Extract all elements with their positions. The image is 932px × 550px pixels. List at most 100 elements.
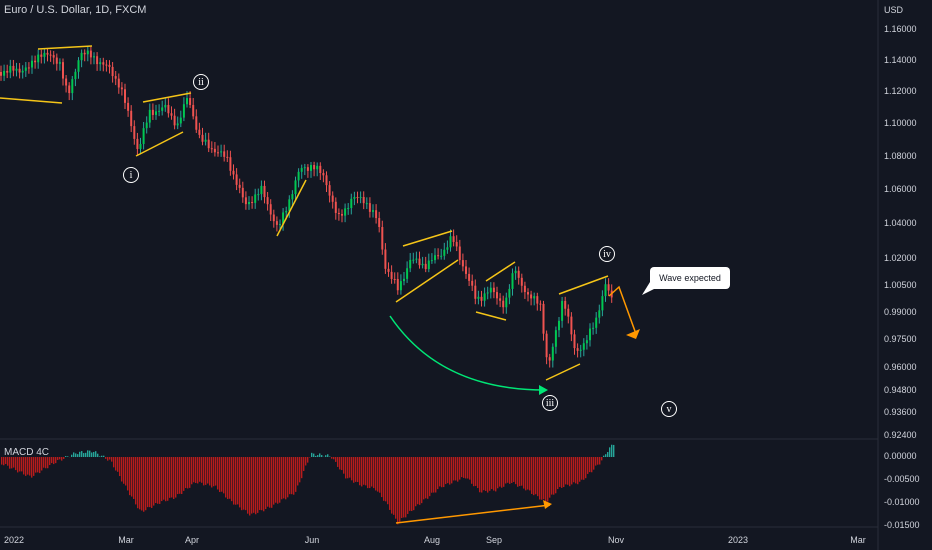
candle-body	[561, 300, 564, 321]
time-tick-label: Jun	[304, 535, 320, 545]
macd-bar	[583, 457, 585, 480]
macd-bar	[561, 457, 563, 488]
macd-bar	[133, 457, 135, 499]
macd-bar	[385, 457, 387, 502]
orange-arrowhead	[543, 500, 552, 509]
candle-body	[241, 187, 244, 198]
macd-bar	[537, 457, 539, 497]
macd-bar	[31, 457, 33, 478]
macd-bar	[589, 457, 591, 473]
macd-bar	[207, 457, 209, 484]
candle-body	[542, 303, 545, 334]
macd-bar	[457, 457, 459, 482]
candle-body	[480, 296, 483, 301]
candle-body	[34, 60, 37, 63]
macd-bar	[263, 457, 265, 512]
macd-bar	[109, 457, 111, 460]
macd-bar	[415, 457, 417, 507]
macd-bar	[129, 457, 131, 496]
macd-bar	[3, 457, 5, 466]
macd-bar	[387, 457, 389, 505]
macd-bar	[569, 457, 571, 487]
candle-body	[198, 129, 201, 135]
candle-body	[155, 111, 157, 115]
macd-bar	[127, 457, 129, 491]
candle-body	[192, 104, 195, 117]
macd-bar	[77, 454, 79, 457]
candle-body	[251, 202, 254, 204]
macd-bar	[573, 457, 575, 483]
macd-bar	[163, 457, 165, 500]
candle-body	[489, 287, 492, 293]
candle-body	[483, 293, 486, 301]
price-tick-label: 0.99000	[884, 307, 917, 317]
macd-bar	[219, 457, 221, 493]
macd-bar	[507, 457, 509, 483]
candle-body	[567, 308, 570, 317]
macd-bar	[423, 457, 425, 500]
macd-bar	[597, 457, 599, 465]
macd-bar	[373, 457, 375, 489]
macd-bar	[337, 457, 339, 467]
candle-body	[313, 165, 316, 170]
macd-bar	[277, 457, 279, 504]
macd-bar	[291, 457, 293, 495]
candle-body	[71, 79, 74, 94]
macd-bar	[599, 457, 601, 465]
wave-label-iv: iv	[599, 246, 615, 262]
price-tick-label: 1.14000	[884, 55, 917, 65]
macd-bar	[603, 455, 605, 457]
time-tick-label: Apr	[184, 535, 200, 545]
candle-body	[344, 208, 347, 216]
macd-bar	[95, 451, 97, 457]
candle-body	[365, 203, 368, 205]
macd-bar	[475, 457, 477, 486]
macd-bar	[437, 457, 439, 490]
macd-bar	[425, 457, 427, 499]
candle-body	[297, 171, 300, 181]
macd-bar	[173, 457, 175, 499]
macd-bar	[67, 456, 69, 457]
macd-bar	[175, 457, 177, 498]
macd-bar	[365, 457, 367, 486]
macd-bar	[531, 457, 533, 494]
macd-bar	[393, 457, 395, 515]
price-tick-label: 1.12000	[884, 86, 917, 96]
candle-body	[458, 246, 461, 261]
candle-body	[21, 70, 24, 73]
candle-body	[396, 278, 399, 291]
macd-bar	[157, 457, 159, 504]
macd-bar	[355, 457, 357, 482]
candle-body	[474, 285, 477, 299]
macd-bar	[15, 457, 17, 471]
macd-bar	[177, 457, 179, 495]
candle-body	[207, 139, 210, 149]
macd-bar	[209, 457, 211, 486]
macd-bar	[547, 457, 549, 502]
price-tick-label: 0.93600	[884, 407, 917, 417]
candle-body	[96, 56, 99, 65]
macd-bar	[297, 457, 299, 486]
macd-bar	[181, 457, 183, 494]
candle-body	[372, 210, 374, 212]
macd-bar	[375, 457, 377, 491]
macd-bar	[311, 452, 313, 457]
macd-bar	[79, 451, 81, 457]
candle-body	[204, 139, 207, 142]
projection-arrowhead	[626, 329, 640, 339]
candle-body	[533, 296, 536, 299]
macd-bar	[255, 457, 257, 515]
macd-bar	[51, 457, 53, 464]
candle-body	[27, 67, 30, 69]
candle-body	[381, 227, 384, 250]
candle-body	[0, 72, 2, 76]
macd-bar	[29, 457, 31, 476]
candle-body	[347, 208, 350, 210]
macd-bar	[193, 457, 195, 483]
macd-bar	[339, 457, 341, 470]
candle-body	[130, 110, 133, 127]
macd-bar	[541, 457, 543, 500]
candle-body	[285, 210, 288, 213]
macd-bar	[333, 457, 335, 460]
